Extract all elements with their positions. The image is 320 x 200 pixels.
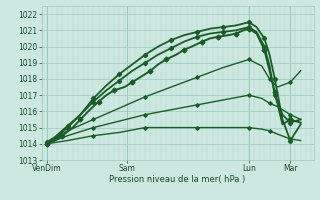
X-axis label: Pression niveau de la mer( hPa ): Pression niveau de la mer( hPa ) (109, 175, 246, 184)
